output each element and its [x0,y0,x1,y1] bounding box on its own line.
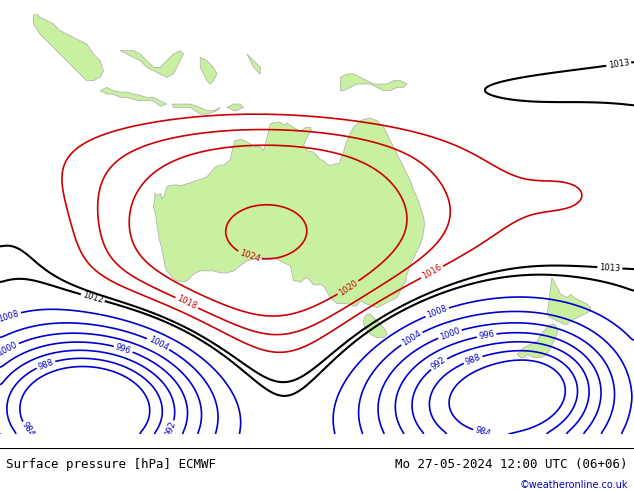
Text: 1024: 1024 [238,248,261,264]
Text: 988: 988 [464,352,482,367]
Text: Mo 27-05-2024 12:00 UTC (06+06): Mo 27-05-2024 12:00 UTC (06+06) [395,458,628,471]
Polygon shape [120,50,183,77]
Polygon shape [547,277,591,324]
Text: Surface pressure [hPa] ECMWF: Surface pressure [hPa] ECMWF [6,458,216,471]
Text: 996: 996 [114,342,132,356]
Text: 1008: 1008 [425,304,448,320]
Text: 1004: 1004 [147,335,170,353]
Text: 1000: 1000 [0,340,19,358]
Text: 984: 984 [474,426,492,439]
Text: 1004: 1004 [401,329,423,348]
Polygon shape [340,74,407,91]
Text: 1018: 1018 [176,294,198,312]
Text: 996: 996 [478,329,495,341]
Polygon shape [100,87,167,106]
Text: 1013: 1013 [599,263,621,273]
Text: 1016: 1016 [420,263,443,281]
Text: 1008: 1008 [0,309,20,323]
Polygon shape [364,314,387,338]
Text: 992: 992 [430,356,448,372]
Text: 1013: 1013 [607,58,630,70]
Text: 984: 984 [20,420,36,439]
Text: ©weatheronline.co.uk: ©weatheronline.co.uk [519,480,628,490]
Polygon shape [200,57,217,84]
Text: 1012: 1012 [81,291,104,305]
Text: 1020: 1020 [337,278,359,297]
Text: 988: 988 [37,357,55,371]
Polygon shape [34,11,103,81]
Polygon shape [153,118,424,308]
Polygon shape [172,104,220,114]
Polygon shape [220,0,243,14]
Text: 992: 992 [164,420,178,438]
Text: 1000: 1000 [438,326,461,342]
Polygon shape [517,324,557,358]
Polygon shape [227,104,243,111]
Polygon shape [247,54,261,74]
